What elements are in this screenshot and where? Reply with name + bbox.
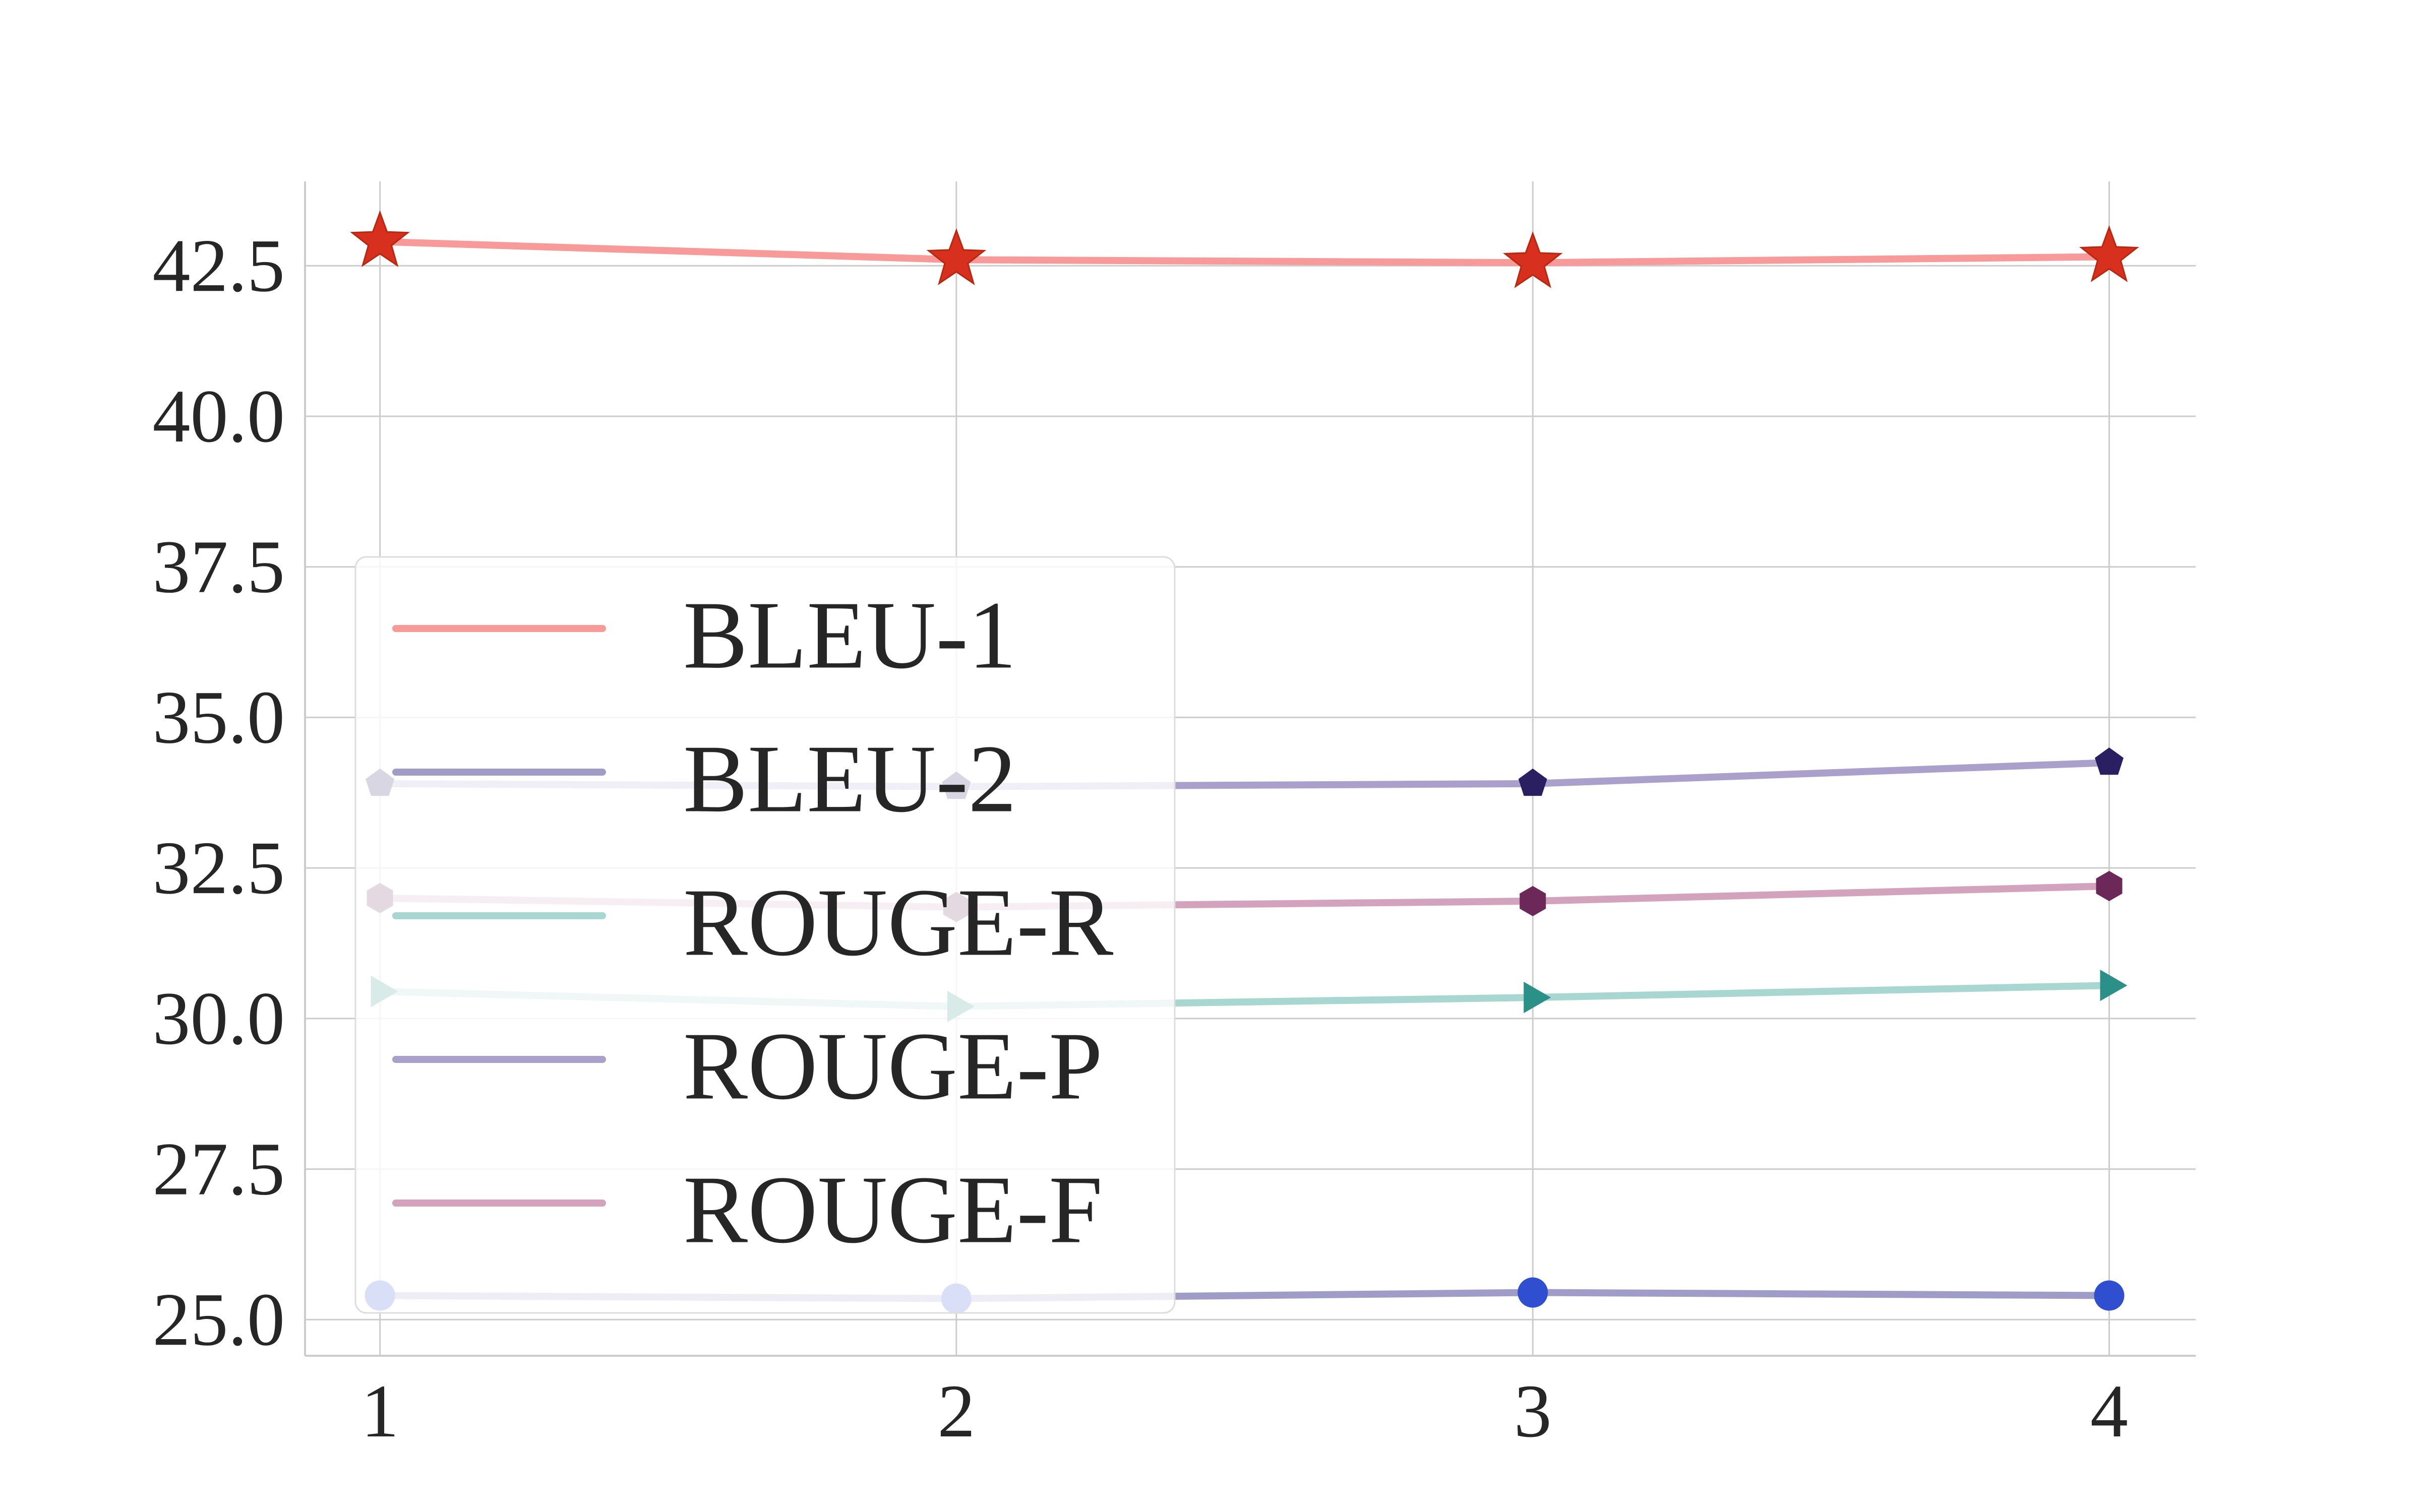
data-point-rouge-p — [1518, 768, 1547, 796]
data-point-rouge-p — [2095, 747, 2124, 775]
data-point-rouge-r — [2100, 970, 2128, 1001]
data-point-bleu-1 — [2079, 225, 2139, 282]
tick-labels: 25.0 27.5 30.0 32.5 35.0 37.5 40.0 42.5 1 2 3 4 — [153, 224, 2129, 1453]
x-tick-label: 4 — [2090, 1369, 2128, 1453]
legend-label-rouge-f: ROUGE-F — [683, 1156, 1103, 1264]
x-tick-label: 1 — [361, 1369, 399, 1453]
data-point-rouge-r — [1524, 981, 1551, 1014]
data-point-bleu-2 — [2094, 1280, 2125, 1311]
series-line-bleu-1 — [376, 238, 2113, 267]
y-tick-label: 40.0 — [153, 374, 285, 458]
data-point-bleu-1 — [926, 228, 987, 285]
x-tick-label: 2 — [937, 1369, 975, 1453]
legend-label-rouge-p: ROUGE-P — [683, 1013, 1103, 1120]
legend-label-rouge-r: ROUGE-R — [683, 869, 1113, 976]
legend-label-bleu-2: BLEU-2 — [683, 725, 1016, 833]
data-point-bleu-1 — [350, 210, 410, 267]
data-point-rouge-f — [1520, 886, 1546, 916]
legend: BLEU-1 BLEU-2 ROUGE-R ROUGE-P ROUGE-F — [354, 556, 1176, 1314]
data-point-rouge-f — [2096, 871, 2123, 901]
y-tick-label: 35.0 — [153, 675, 285, 759]
series-bleu-1 — [350, 210, 2139, 288]
y-tick-label: 27.5 — [153, 1127, 285, 1211]
axes — [304, 181, 2196, 1357]
y-tick-label: 25.0 — [153, 1278, 285, 1361]
y-tick-label: 30.0 — [153, 977, 285, 1060]
data-point-bleu-1 — [1502, 231, 1563, 288]
data-point-bleu-2 — [1518, 1277, 1548, 1308]
y-tick-label: 37.5 — [153, 525, 285, 609]
y-tick-label: 32.5 — [153, 826, 285, 910]
legend-box — [354, 556, 1176, 1314]
y-tick-label: 42.5 — [153, 224, 285, 307]
x-tick-label: 3 — [1514, 1369, 1552, 1453]
legend-label-bleu-1: BLEU-1 — [683, 582, 1016, 689]
